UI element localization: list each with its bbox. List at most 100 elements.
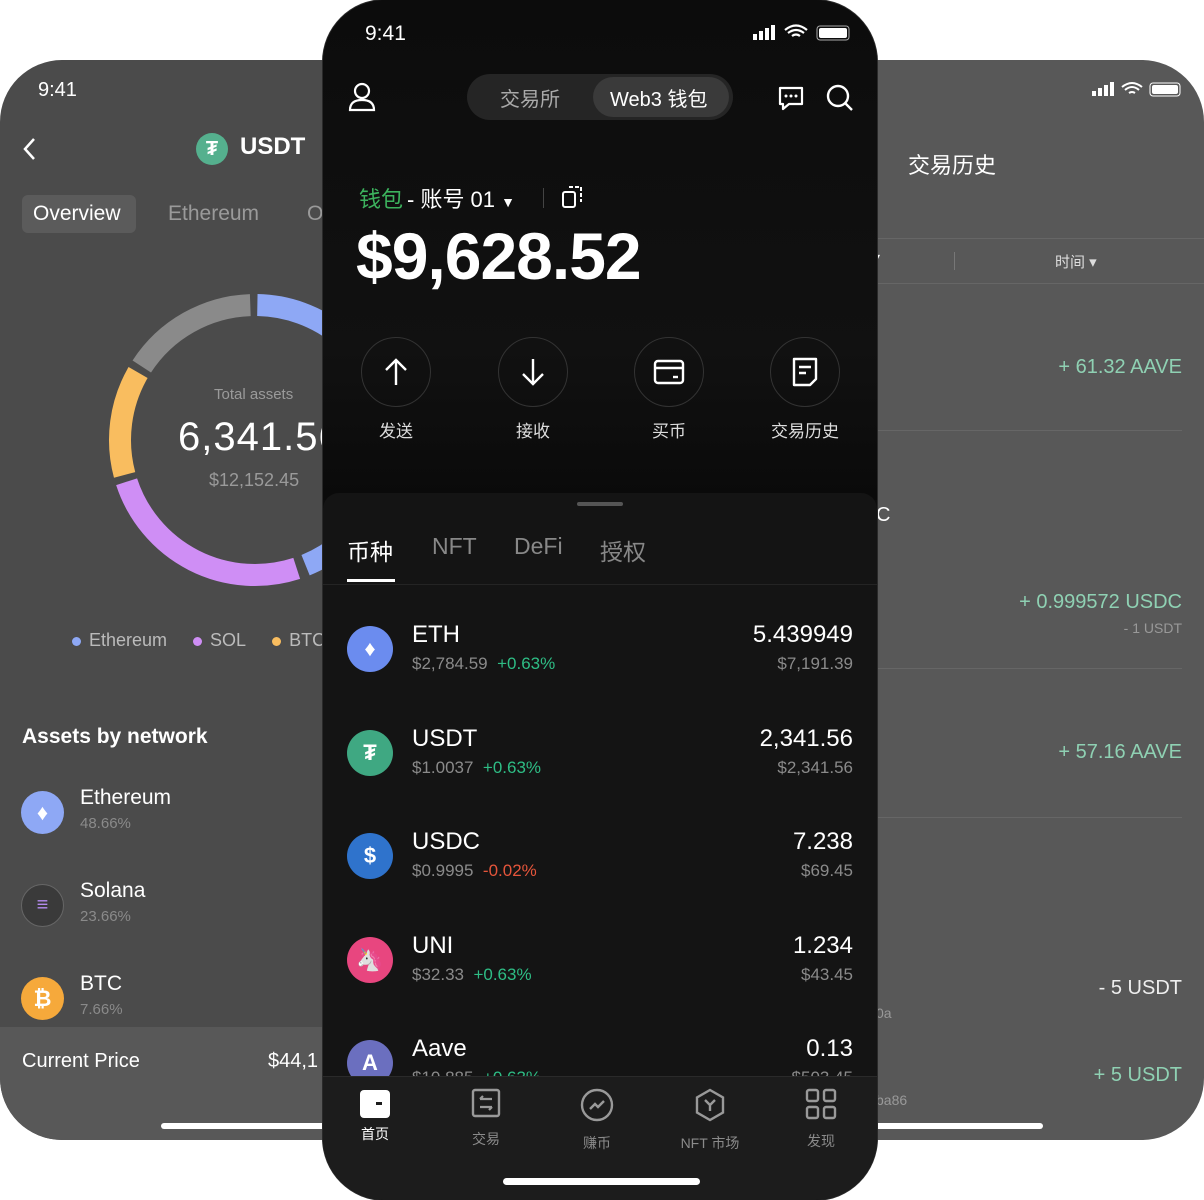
divider bbox=[543, 188, 544, 208]
filter-chevron-icon[interactable]: ▾ bbox=[874, 250, 881, 264]
status-time: 9:41 bbox=[38, 79, 77, 101]
asset-sheet bbox=[323, 493, 877, 1093]
token-value: $43.45 bbox=[801, 964, 853, 984]
nav-nft-market[interactable]: NFT 市场 bbox=[660, 1088, 760, 1153]
transaction-address: ba86 bbox=[876, 1092, 908, 1108]
token-value: $7,191.39 bbox=[777, 654, 853, 673]
nav-home[interactable]: 首页 bbox=[325, 1088, 425, 1144]
tab-approvals[interactable]: 授权 bbox=[600, 539, 646, 565]
trade-icon bbox=[471, 1088, 501, 1118]
caret-down-icon: ▼ bbox=[501, 194, 516, 210]
account-selector[interactable]: - 账号 01 ▼ bbox=[407, 187, 516, 212]
buy-label: 买币 bbox=[652, 422, 686, 441]
token-price-line: $32.33 +0.63% bbox=[412, 965, 532, 985]
token-price-line: $2,784.59 +0.63% bbox=[412, 654, 555, 674]
filter-bar bbox=[790, 238, 1204, 284]
token-row[interactable]: 🦄 UNI $32.33 +0.63% 1.234 $43.45 bbox=[323, 924, 877, 1014]
tab-defi[interactable]: DeFi bbox=[514, 533, 563, 559]
network-percent: 48.66% bbox=[80, 815, 131, 832]
token-row[interactable]: $ USDC $0.9995 -0.02% 7.238 $69.45 bbox=[323, 820, 877, 910]
token-price: $0.9995 bbox=[412, 861, 474, 880]
solana-icon: ≡ bbox=[21, 884, 64, 927]
current-price-label: Current Price bbox=[22, 1050, 140, 1072]
tab-overview-label: Overview bbox=[33, 202, 121, 225]
segment-exchange[interactable]: 交易所 bbox=[500, 89, 560, 111]
ethereum-icon: ♦ bbox=[21, 791, 64, 834]
tab-nft[interactable]: NFT bbox=[432, 533, 477, 559]
transaction-amount: - 5 USDT bbox=[1098, 977, 1182, 999]
home-indicator bbox=[161, 1123, 361, 1129]
token-value: $2,341.56 bbox=[777, 757, 853, 777]
home-indicator bbox=[503, 1178, 700, 1185]
donut-segment-other bbox=[132, 294, 251, 373]
nav-discover[interactable]: 发现 bbox=[771, 1088, 871, 1151]
token-price: $1.0037 bbox=[412, 757, 474, 777]
token-price-line: $10.885 +0.63% bbox=[412, 1068, 541, 1076]
nav-earn[interactable]: 赚币 bbox=[547, 1088, 647, 1153]
network-name[interactable]: Solana bbox=[80, 879, 146, 902]
token-symbol: Aave bbox=[412, 1035, 467, 1062]
network-name[interactable]: Ethereum bbox=[80, 786, 172, 809]
transaction-sub-amount: - 1 USDT bbox=[1123, 620, 1182, 636]
tab-ethereum[interactable]: Ethereum bbox=[168, 202, 260, 225]
back-icon[interactable] bbox=[20, 136, 40, 162]
aave-icon: A bbox=[347, 1040, 393, 1076]
status-icons bbox=[753, 24, 850, 41]
history-button[interactable] bbox=[770, 337, 840, 407]
message-icon[interactable] bbox=[777, 84, 805, 112]
token-amount: 5.439949 bbox=[752, 621, 853, 648]
filter-divider bbox=[954, 252, 955, 270]
token-symbol: USDC bbox=[412, 828, 481, 855]
token-row[interactable]: ♦ ETH $2,784.59 +0.63% 5.439949 $7,191.3… bbox=[323, 613, 877, 703]
tab-overview[interactable] bbox=[22, 195, 136, 233]
transaction-amount: + 61.32 AAVE bbox=[1058, 356, 1182, 378]
arrow-down-icon bbox=[522, 359, 544, 386]
active-tab-indicator bbox=[347, 579, 395, 582]
usdt-logo-icon: ₮ bbox=[196, 133, 228, 165]
receive-label: 接收 bbox=[516, 422, 550, 441]
filter-time[interactable]: 时间 ▾ bbox=[1055, 254, 1097, 271]
home-indicator bbox=[870, 1123, 1043, 1129]
token-price-line: $0.9995 -0.02% bbox=[412, 861, 537, 881]
copy-address-icon[interactable] bbox=[561, 184, 585, 210]
transaction-address: 0a bbox=[876, 1005, 892, 1021]
card-icon bbox=[653, 359, 685, 385]
transaction-amount: + 5 USDT bbox=[1093, 1064, 1182, 1086]
divider bbox=[790, 668, 1182, 669]
token-price: $32.33 bbox=[412, 964, 464, 984]
segment-web3-wallet[interactable] bbox=[593, 77, 729, 117]
donut-segment-sol bbox=[116, 478, 301, 586]
token-row[interactable]: A Aave $10.885 +0.63% 0.13 $503.45 bbox=[323, 1027, 877, 1076]
receive-button[interactable] bbox=[498, 337, 568, 407]
home-icon bbox=[360, 1090, 390, 1118]
profile-icon[interactable] bbox=[348, 82, 376, 112]
search-icon[interactable] bbox=[825, 83, 855, 113]
btc-icon: ₿ bbox=[21, 977, 64, 1020]
token-row[interactable]: ₮ USDT $1.0037 +0.63% 2,341.56 $2,341.56 bbox=[323, 717, 877, 807]
token-price: $10.885 bbox=[412, 1068, 473, 1076]
status-icons bbox=[1092, 82, 1181, 97]
nav-trade[interactable]: 交易 bbox=[436, 1088, 536, 1149]
buy-crypto-button[interactable] bbox=[634, 337, 704, 407]
truncated-text: C bbox=[876, 504, 891, 526]
send-button[interactable] bbox=[361, 337, 431, 407]
tab-tokens[interactable]: 币种 bbox=[347, 539, 393, 565]
legend-item: Ethereum bbox=[72, 630, 167, 651]
tab-other[interactable]: O bbox=[307, 202, 324, 225]
token-amount: 2,341.56 bbox=[759, 724, 853, 752]
transaction-amount: + 0.999572 USDC bbox=[1019, 591, 1182, 613]
token-value: $503.45 bbox=[792, 1068, 853, 1076]
sheet-drag-handle[interactable] bbox=[577, 502, 623, 506]
uni-icon: 🦄 bbox=[347, 936, 393, 983]
nft-icon bbox=[695, 1088, 725, 1122]
divider bbox=[790, 430, 1182, 431]
token-change: +0.63% bbox=[483, 1068, 541, 1076]
network-percent: 23.66% bbox=[80, 908, 131, 925]
token-change: -0.02% bbox=[482, 861, 537, 880]
transaction-amount: + 57.16 AAVE bbox=[1058, 741, 1182, 763]
token-change: +0.63% bbox=[497, 654, 556, 673]
network-name[interactable]: BTC bbox=[80, 972, 122, 995]
wallet-label[interactable]: 钱包 bbox=[359, 187, 404, 212]
earn-icon bbox=[580, 1088, 614, 1122]
total-assets-label: Total assets bbox=[214, 386, 294, 403]
